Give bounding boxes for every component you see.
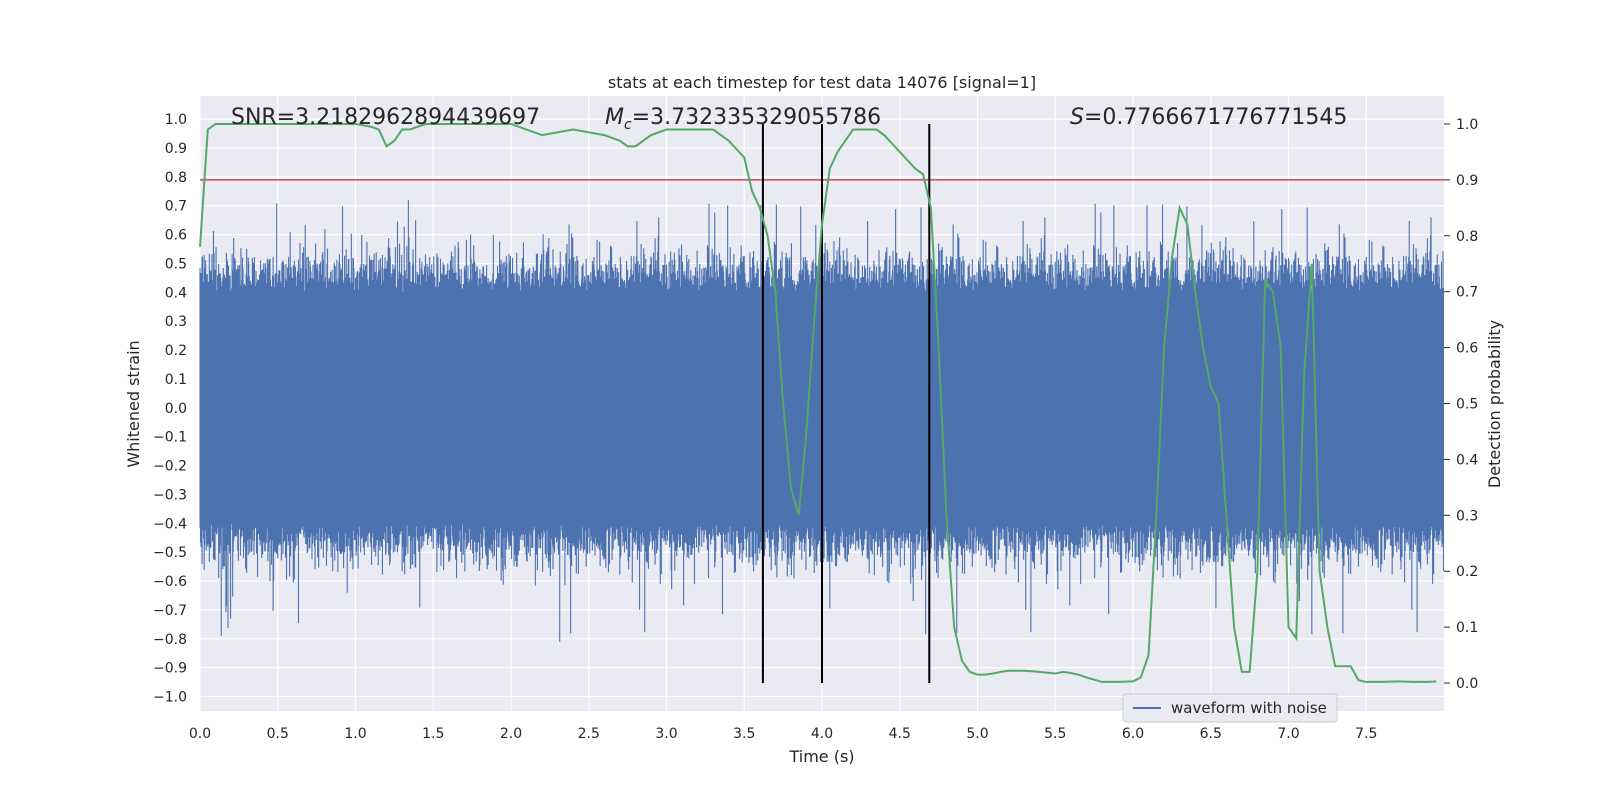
x-tick-label: 4.5 (889, 726, 911, 742)
x-axis-label: Time (s) (788, 747, 854, 766)
y-tick-label: 0.0 (165, 401, 187, 417)
legend-label-waveform: waveform with noise (1171, 699, 1327, 717)
y-tick-label: −0.5 (153, 545, 187, 561)
y-right-tick-label: 0.0 (1456, 676, 1478, 692)
x-tick-label: 0.5 (267, 726, 289, 742)
y-tick-label: −0.7 (153, 603, 187, 619)
x-tick-label: 2.0 (500, 726, 522, 742)
x-tick-label: 4.0 (811, 726, 833, 742)
x-axis-ticks: 0.0 0.5 1.0 1.5 2.0 2.5 3.0 3.5 4.0 4.5 5.0 5.5 6.0 6… (189, 726, 1378, 742)
y-tick-label: 0.1 (165, 372, 187, 388)
y-tick-label: −0.2 (153, 459, 187, 475)
detection-probability-group (199, 122, 1437, 683)
y-right-tick-label: 1.0 (1456, 117, 1478, 133)
x-tick-label: 6.0 (1122, 726, 1144, 742)
x-tick-label: 3.5 (733, 726, 755, 742)
x-tick-label: 7.0 (1277, 726, 1299, 742)
y-right-tick-label: 0.9 (1456, 173, 1478, 189)
y-tick-label: 0.8 (165, 170, 187, 186)
y-tick-label: 0.6 (165, 228, 187, 244)
x-tick-label: 5.0 (966, 726, 988, 742)
mc-subscript: c (624, 117, 632, 133)
detection-probability-line (199, 122, 1437, 683)
y-axis-left-ticks: 1.0 0.9 0.8 0.7 0.6 0.5 0.4 0.3 0.2 0.1 0.0 −0.1 −0.… (153, 112, 187, 705)
y-tick-label: −0.6 (153, 574, 187, 590)
y-tick-label: −0.1 (153, 430, 187, 446)
y-right-tick-label: 0.6 (1456, 341, 1478, 357)
y-tick-label: 0.2 (165, 343, 187, 359)
y-right-tick-label: 0.7 (1456, 285, 1478, 301)
x-tick-label: 3.0 (655, 726, 677, 742)
y-tick-label: 0.5 (165, 256, 187, 272)
y-tick-label: 0.9 (165, 141, 187, 157)
y-tick-label: −0.4 (153, 516, 187, 532)
y-right-tick-label: 0.5 (1456, 397, 1478, 413)
y-axis-right-label: Detection probability (1485, 320, 1504, 488)
legend: waveform with noise (1122, 693, 1338, 723)
snr-annotation: SNR=3.2182962894439697 (231, 105, 540, 130)
y-right-tick-label: 0.8 (1456, 229, 1478, 245)
x-tick-label: 0.0 (189, 726, 211, 742)
x-tick-label: 2.5 (578, 726, 600, 742)
y-tick-label: 0.4 (165, 285, 187, 301)
x-tick-label: 6.5 (1200, 726, 1222, 742)
y-tick-label: 0.3 (165, 314, 187, 330)
y-tick-label: 0.7 (165, 199, 187, 215)
y-tick-label: 1.0 (165, 112, 187, 128)
y-right-tick-label: 0.2 (1456, 564, 1478, 580)
x-tick-label: 1.0 (344, 726, 366, 742)
y-right-tick-label: 0.4 (1456, 452, 1478, 468)
mc-value: =3.732335329055786 (632, 105, 881, 130)
y-tick-label: −0.3 (153, 487, 187, 503)
y-tick-label: −1.0 (153, 690, 187, 706)
y-axis-left-label: Whitened strain (124, 340, 143, 467)
s-value: =0.7766671776771545 (1084, 105, 1347, 130)
y-axis-right-ticks: 1.0 0.9 0.8 0.7 0.6 0.5 0.4 0.3 0.2 0.1 0.0 (1444, 117, 1478, 692)
chart-title: stats at each timestep for test data 140… (608, 73, 1036, 92)
y-right-tick-label: 0.1 (1456, 620, 1478, 636)
x-tick-label: 1.5 (422, 726, 444, 742)
y-tick-label: −0.9 (153, 661, 187, 677)
score-annotation: S=0.7766671776771545 (1070, 105, 1347, 130)
mc-symbol: M (605, 105, 624, 130)
legend-box (1122, 693, 1338, 723)
x-tick-label: 7.5 (1355, 726, 1377, 742)
y-tick-label: −0.8 (153, 632, 187, 648)
s-symbol: S (1070, 105, 1084, 130)
chirp-mass-annotation: Mc=3.732335329055786 (605, 105, 881, 133)
y-right-tick-label: 0.3 (1456, 508, 1478, 524)
x-tick-label: 5.5 (1044, 726, 1066, 742)
